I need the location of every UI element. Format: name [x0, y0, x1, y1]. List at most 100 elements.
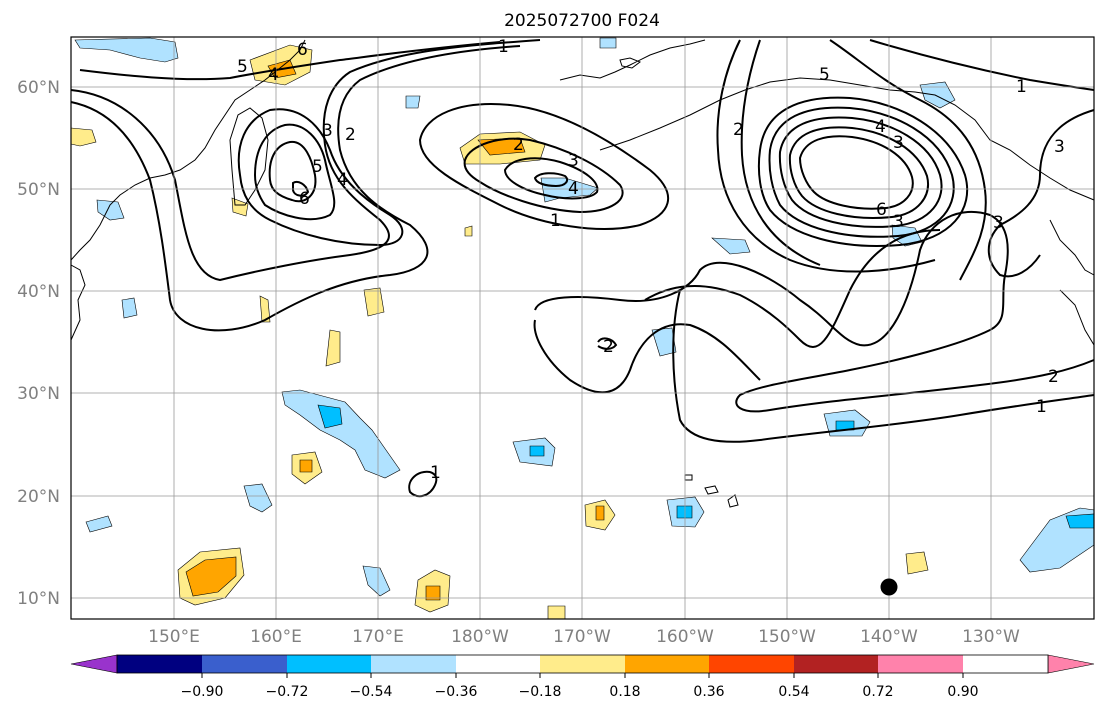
- contour-label: 2: [345, 125, 356, 145]
- colorbar-segment: [456, 655, 540, 673]
- contour-label: 1: [430, 463, 441, 483]
- contour-2-south: [534, 210, 1095, 413]
- alaska-south-coast: [599, 77, 1095, 201]
- contour-label: 3: [322, 121, 333, 141]
- na-coast-1: [1049, 219, 1095, 276]
- contour-high-5: [798, 135, 914, 210]
- contour-label: 1: [498, 37, 509, 57]
- colorbar-segment: [963, 655, 1048, 673]
- map-title: 2025072700 F024: [504, 11, 660, 31]
- lon-label: 150°E: [148, 627, 200, 647]
- lon-label: 160°W: [656, 627, 714, 647]
- colorbar: −0.90 −0.72 −0.54 −0.36 −0.18 0.18 0.36 …: [70, 654, 1095, 700]
- contour-low-west-5: [268, 140, 317, 203]
- contour-east-3: [829, 39, 987, 281]
- colorbar-tick-label: −0.54: [350, 684, 393, 700]
- lon-label: 180°W: [451, 627, 509, 647]
- contour-low-west-3: [253, 123, 336, 221]
- contour-mid-4: [533, 172, 569, 188]
- colorbar-tick-label: 0.90: [947, 684, 978, 700]
- shade-light-blue-1: [74, 37, 179, 63]
- colorbar-tick-label: −0.72: [266, 684, 309, 700]
- shade-light-blue-2: [96, 199, 125, 221]
- contour-1-south-a: [644, 229, 941, 348]
- shade-blue-4: [835, 420, 855, 431]
- shade-yellow-5: [259, 295, 271, 323]
- shade-light-blue-8: [540, 177, 599, 203]
- contour-east-1: [716, 39, 936, 273]
- storm-position-marker: [880, 578, 898, 596]
- contour-high-2: [768, 106, 955, 238]
- colorbar-segment: [371, 655, 456, 673]
- colorbar-tick-label: 0.18: [609, 684, 640, 700]
- shade-light-blue-4: [281, 389, 401, 479]
- contour-label: 4: [268, 65, 279, 85]
- lat-labels: 60°N 50°N 40°N 30°N 20°N 10°N: [17, 78, 60, 609]
- colorbar-extend-min: [70, 654, 118, 674]
- shade-orange-3: [299, 459, 313, 473]
- lon-label: 130°W: [962, 627, 1020, 647]
- contour-high-3: [778, 116, 943, 228]
- shade-light-blue-17: [405, 95, 421, 109]
- contour-label: 6: [299, 189, 310, 209]
- japan-coast: [70, 264, 86, 341]
- contour-label: 4: [337, 170, 348, 190]
- lat-label: 30°N: [17, 384, 60, 404]
- shade-light-blue-3: [121, 297, 138, 319]
- shade-yellow-7: [325, 329, 341, 367]
- colorbar-segment: [878, 655, 963, 673]
- shade-light-blue-11: [711, 237, 751, 255]
- contour-east-5: [987, 109, 1095, 278]
- lon-label: 150°W: [758, 627, 816, 647]
- shade-light-blue-16: [599, 37, 617, 49]
- contour-high-4: [788, 126, 929, 219]
- shade-yellow-12: [905, 551, 929, 575]
- colorbar-segment: [117, 655, 202, 673]
- contour-label: 4: [568, 179, 579, 199]
- colorbar-tick-label: −0.90: [181, 684, 224, 700]
- contour-label: 5: [819, 65, 830, 85]
- shade-yellow-6: [363, 287, 385, 317]
- shade-yellow-3: [231, 197, 249, 217]
- contour-label: 1: [1016, 77, 1027, 97]
- lon-label: 170°E: [352, 627, 404, 647]
- colorbar-tick-label: −0.36: [435, 684, 478, 700]
- contour-mid-3: [503, 157, 599, 200]
- shade-light-blue-18: [919, 81, 956, 109]
- coastlines: [70, 39, 1095, 508]
- lon-label: 140°W: [860, 627, 918, 647]
- colorbar-segment: [709, 655, 794, 673]
- colorbar-segment: [794, 655, 878, 673]
- kamchatka: [229, 107, 269, 206]
- shade-light-blue-5: [243, 483, 273, 513]
- lon-label: 160°E: [250, 627, 302, 647]
- contour-label: 3: [568, 151, 579, 171]
- shade-blue-3: [676, 505, 693, 519]
- shade-orange-4: [185, 556, 237, 597]
- contour-small-2: [597, 337, 618, 350]
- negative-shading: [74, 37, 1095, 597]
- colorbar-segment: [625, 655, 709, 673]
- colorbar-segment: [202, 655, 287, 673]
- contour-label: 6: [876, 200, 887, 220]
- contour-mid-1: [418, 103, 670, 230]
- shade-blue-2: [529, 445, 545, 457]
- contour-2-south-b: [533, 319, 761, 394]
- contour-label: 2: [733, 120, 744, 140]
- contour-3-north: [79, 41, 501, 81]
- shade-yellow-13: [547, 605, 566, 620]
- lon-label: 170°W: [553, 627, 611, 647]
- shade-blue-5: [1065, 513, 1095, 529]
- shade-orange-6: [595, 505, 605, 521]
- contour-label: 2: [1048, 367, 1059, 387]
- contour-label: 1: [1036, 397, 1047, 417]
- colorbar-tick-label: 0.54: [778, 684, 809, 700]
- contour-label: 3: [893, 133, 904, 153]
- contour-label: 6: [297, 40, 308, 60]
- contour-label: 2: [603, 337, 614, 357]
- colorbar-segment: [540, 655, 625, 673]
- contour-east-2: [740, 39, 821, 266]
- positive-shading: [70, 44, 929, 620]
- contour-low-west-6: [292, 181, 310, 197]
